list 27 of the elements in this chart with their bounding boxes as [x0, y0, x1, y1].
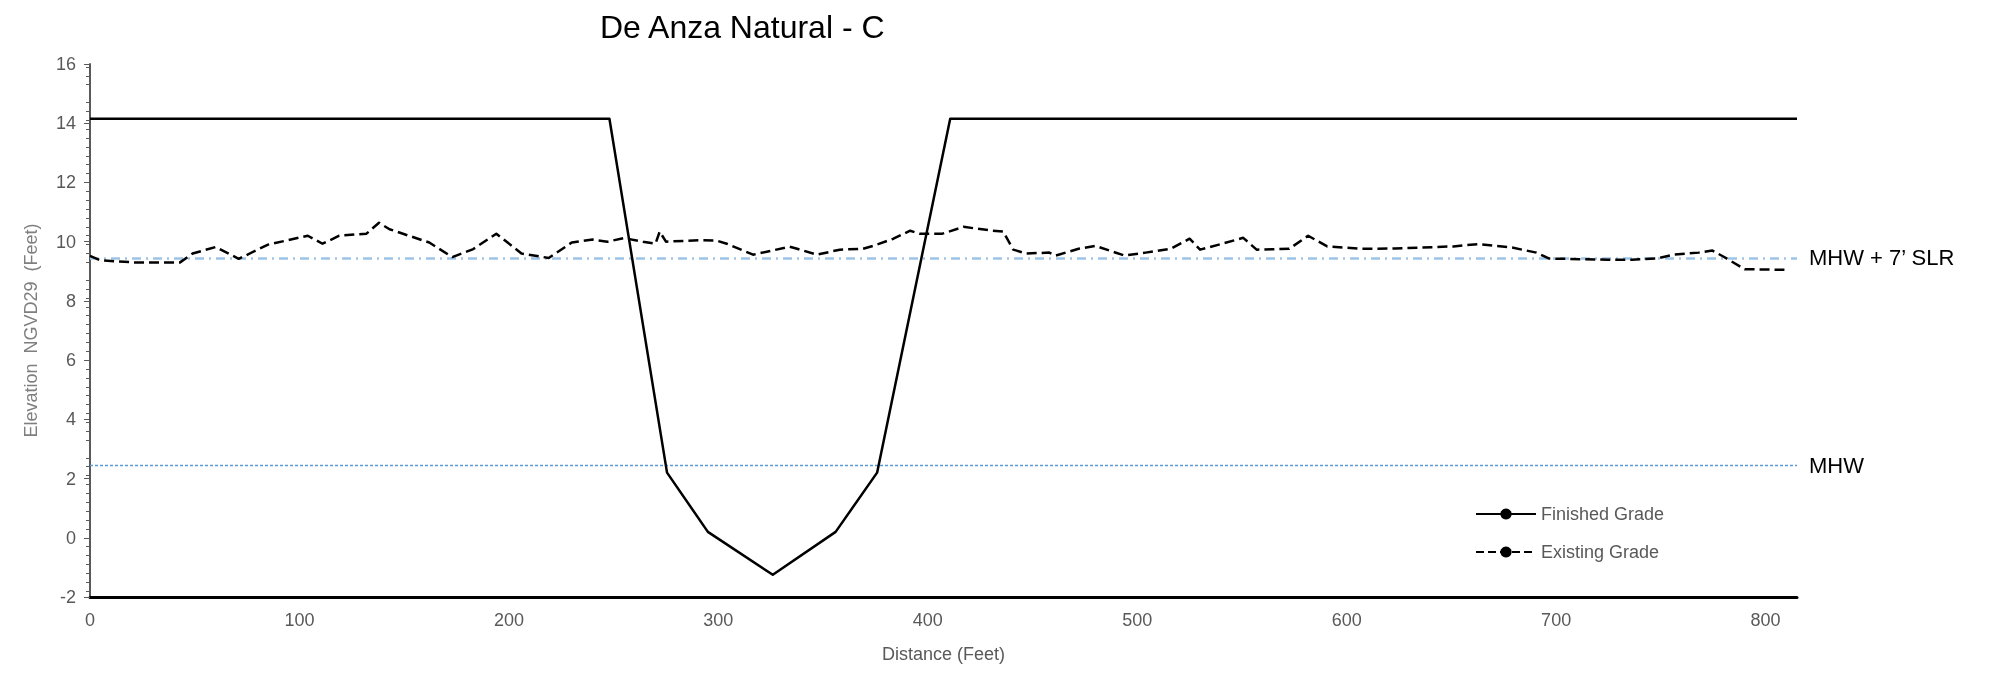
y-axis-title: Elevation NGVD29 (Feet) [21, 223, 41, 438]
y-tick-label: -2 [59, 587, 76, 607]
legend-label: Existing Grade [1541, 542, 1660, 562]
y-tick-label: 16 [55, 54, 76, 74]
ref-line-label: MHW [1809, 452, 1865, 478]
x-tick-label: 100 [284, 610, 315, 630]
x-tick-label: 500 [1122, 610, 1153, 630]
y-tick-label: 6 [65, 350, 76, 371]
x-tick-label: 300 [703, 610, 734, 630]
y-tick-label: 8 [65, 290, 76, 311]
x-tick-label: 800 [1750, 610, 1781, 630]
x-tick-label: 0 [84, 610, 96, 630]
x-tick-label: 400 [912, 610, 943, 630]
chart-title: De Anza Natural - C [600, 9, 885, 45]
y-tick-label: 0 [65, 527, 76, 548]
x-tick-label: 200 [493, 610, 524, 630]
y-tick-label: 12 [55, 172, 76, 193]
legend-label: Finished Grade [1541, 504, 1665, 524]
y-tick-label: 10 [55, 231, 76, 252]
x-tick-label: 600 [1331, 610, 1362, 630]
y-tick-label: 2 [65, 468, 76, 489]
ref-line-label: MHW + 7’ SLR [1809, 245, 1955, 271]
line-series [88, 117, 1799, 577]
x-tick-label: 700 [1541, 610, 1572, 630]
x-axis-title: Distance (Feet) [881, 644, 1006, 664]
y-tick-label: 4 [65, 409, 76, 430]
y-tick-label: 14 [55, 113, 76, 134]
